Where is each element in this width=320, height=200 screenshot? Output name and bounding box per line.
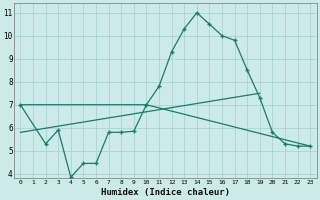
X-axis label: Humidex (Indice chaleur): Humidex (Indice chaleur) [101,188,230,197]
